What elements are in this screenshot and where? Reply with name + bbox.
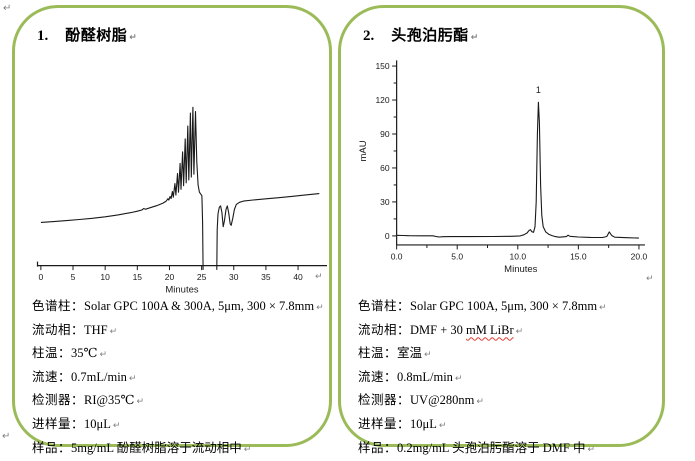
condition-label: 色谱柱： [358,299,411,313]
condition-label: 样品： [32,440,72,455]
condition-label: 柱温： [32,346,72,361]
svg-text:10.0: 10.0 [510,251,527,261]
svg-text:0: 0 [385,231,390,241]
condition-value: 0.8mL/min [397,369,453,384]
condition-row: 进样量：10μL ↵ [358,414,654,438]
svg-text:60: 60 [380,163,390,173]
svg-text:5.0: 5.0 [451,251,463,261]
paragraph-mark: ↵ [587,444,595,455]
svg-text:0.0: 0.0 [391,251,403,261]
paragraph-mark: ↵ [515,326,524,337]
paragraph-mark: ↵ [438,420,447,431]
condition-label: 样品： [358,440,398,455]
svg-text:5: 5 [71,272,76,282]
condition-row: 检测器：UV@280nm ↵ [358,390,654,414]
svg-text:40: 40 [293,272,303,282]
condition-row: 进样量：10μL ↵ [32,414,321,438]
condition-row: 流动相：THF ↵ [32,320,321,344]
svg-text:150: 150 [375,61,389,71]
condition-row: 柱温：35℃ ↵ [32,343,321,367]
paragraph-mark: ↵ [129,33,138,43]
condition-row: 样品：5mg/mL 酚醛树脂溶于流动相中 ↵ [32,438,321,461]
chromatogram-phenolic-resin: 0 5 10 15 20 25 30 35 40 Minutes [36,106,327,296]
condition-value: 10μL [410,416,437,431]
panel-1-conditions: 色谱柱：Solar GPC 100A & 300A, 5μm, 300 × 7.… [32,296,324,461]
condition-value: 室温 [397,346,423,361]
condition-row: 流速：0.7mL/min ↵ [32,367,321,391]
panel-2-number: 2. [363,28,375,44]
condition-row: 检测器：RI@35℃ ↵ [32,390,321,414]
svg-text:0: 0 [38,272,43,282]
condition-label: 流速： [358,369,398,384]
condition-label: 检测器： [358,393,411,408]
paragraph-mark: ↵ [128,373,137,384]
svg-text:35: 35 [261,272,271,282]
paragraph-mark: ↵ [646,274,654,284]
panel-1-title-text: 酚醛树脂 [65,28,128,44]
paragraph-mark: ↵ [3,3,12,14]
panel-2-title: 2. 头孢泊肟酯 ↵ [363,24,479,45]
condition-row: 色谱柱：Solar GPC 100A, 5μm, 300 × 7.8mm ↵ [358,296,654,320]
paragraph-mark: ↵ [243,444,252,455]
condition-label: 色谱柱： [32,299,85,313]
panel-1-title: 1. 酚醛树脂 ↵ [37,24,137,45]
svg-text:Minutes: Minutes [504,264,538,275]
paragraph-mark: ↵ [316,303,324,313]
chromatogram-cefpodoxime: 0.0 5.0 10.0 15.0 20.0 0 30 60 90 120 150 mAU Minute… [358,60,648,275]
condition-value: 0.7mL/min [71,369,127,384]
paragraph-mark: ↵ [315,272,323,282]
condition-value: Solar GPC 100A & 300A, 5μm, 300 × 7.8mm [84,299,315,313]
paragraph-mark: ↵ [112,420,121,431]
svg-text:20.0: 20.0 [631,251,648,261]
panel-1-number: 1. [37,28,49,44]
svg-text:mAU: mAU [358,140,369,161]
svg-text:15.0: 15.0 [570,251,587,261]
condition-value: DMF + 30 [410,322,467,337]
condition-value: UV@280nm [410,393,475,408]
svg-text:15: 15 [133,272,143,282]
condition-label: 检测器： [32,393,85,408]
condition-label: 进样量： [32,416,85,431]
svg-text:30: 30 [380,197,390,207]
paragraph-mark: ↵ [476,397,484,408]
paragraph-mark: ↵ [424,350,432,361]
paragraph-mark: ↵ [599,303,607,313]
condition-row: 柱温：室温 ↵ [358,343,654,367]
svg-text:10: 10 [100,272,110,282]
svg-text:20: 20 [165,272,175,282]
condition-value: RI@35℃ [84,393,135,408]
paragraph-mark: ↵ [454,373,463,384]
condition-value-spellcheck: mM LiBr [466,322,514,337]
condition-value: 5mg/mL 酚醛树脂溶于流动相中 [71,440,242,455]
svg-text:25: 25 [197,272,207,282]
condition-label: 柱温： [358,346,398,361]
condition-label: 进样量： [358,416,411,431]
condition-row: 流动相：DMF + 30 mM LiBr ↵ [358,320,654,344]
condition-row: 流速：0.8mL/min ↵ [358,367,654,391]
condition-value: THF [84,322,108,337]
panel-2-conditions: 色谱柱：Solar GPC 100A, 5μm, 300 × 7.8mm ↵ 流动… [358,296,654,461]
paragraph-mark: ↵ [136,397,145,408]
panel-phenolic-resin: 1. 酚醛树脂 ↵ 0 5 10 15 20 25 30 35 40 Minutes ↵ 色谱柱：So… [12,5,332,455]
panel-2-title-text: 头孢泊肟酯 [391,28,469,44]
panel-cefpodoxime-proxetil: 2. 头孢泊肟酯 ↵ 0.0 5.0 10.0 15.0 20.0 0 30 60 90 120 150… [338,5,665,455]
condition-label: 流速： [32,369,72,384]
svg-text:1: 1 [536,85,541,95]
condition-row: 色谱柱：Solar GPC 100A & 300A, 5μm, 300 × 7.… [32,296,324,320]
svg-text:30: 30 [229,272,239,282]
paragraph-mark: ↵ [470,33,479,43]
condition-value: 0.2mg/mL 头孢泊肟酯溶于 DMF 中 [397,440,586,455]
svg-text:120: 120 [375,95,389,105]
paragraph-mark: ↵ [2,431,11,442]
svg-text:90: 90 [380,129,390,139]
condition-value: Solar GPC 100A, 5μm, 300 × 7.8mm [410,299,598,313]
condition-label: 流动相： [358,322,411,337]
paragraph-mark: ↵ [109,326,118,337]
condition-value: 10μL [84,416,111,431]
svg-text:Minutes: Minutes [165,285,199,296]
condition-value: 35℃ [71,346,98,361]
condition-label: 流动相： [32,322,85,337]
paragraph-mark: ↵ [99,350,108,361]
condition-row: 样品：0.2mg/mL 头孢泊肟酯溶于 DMF 中 ↵ [358,438,654,461]
